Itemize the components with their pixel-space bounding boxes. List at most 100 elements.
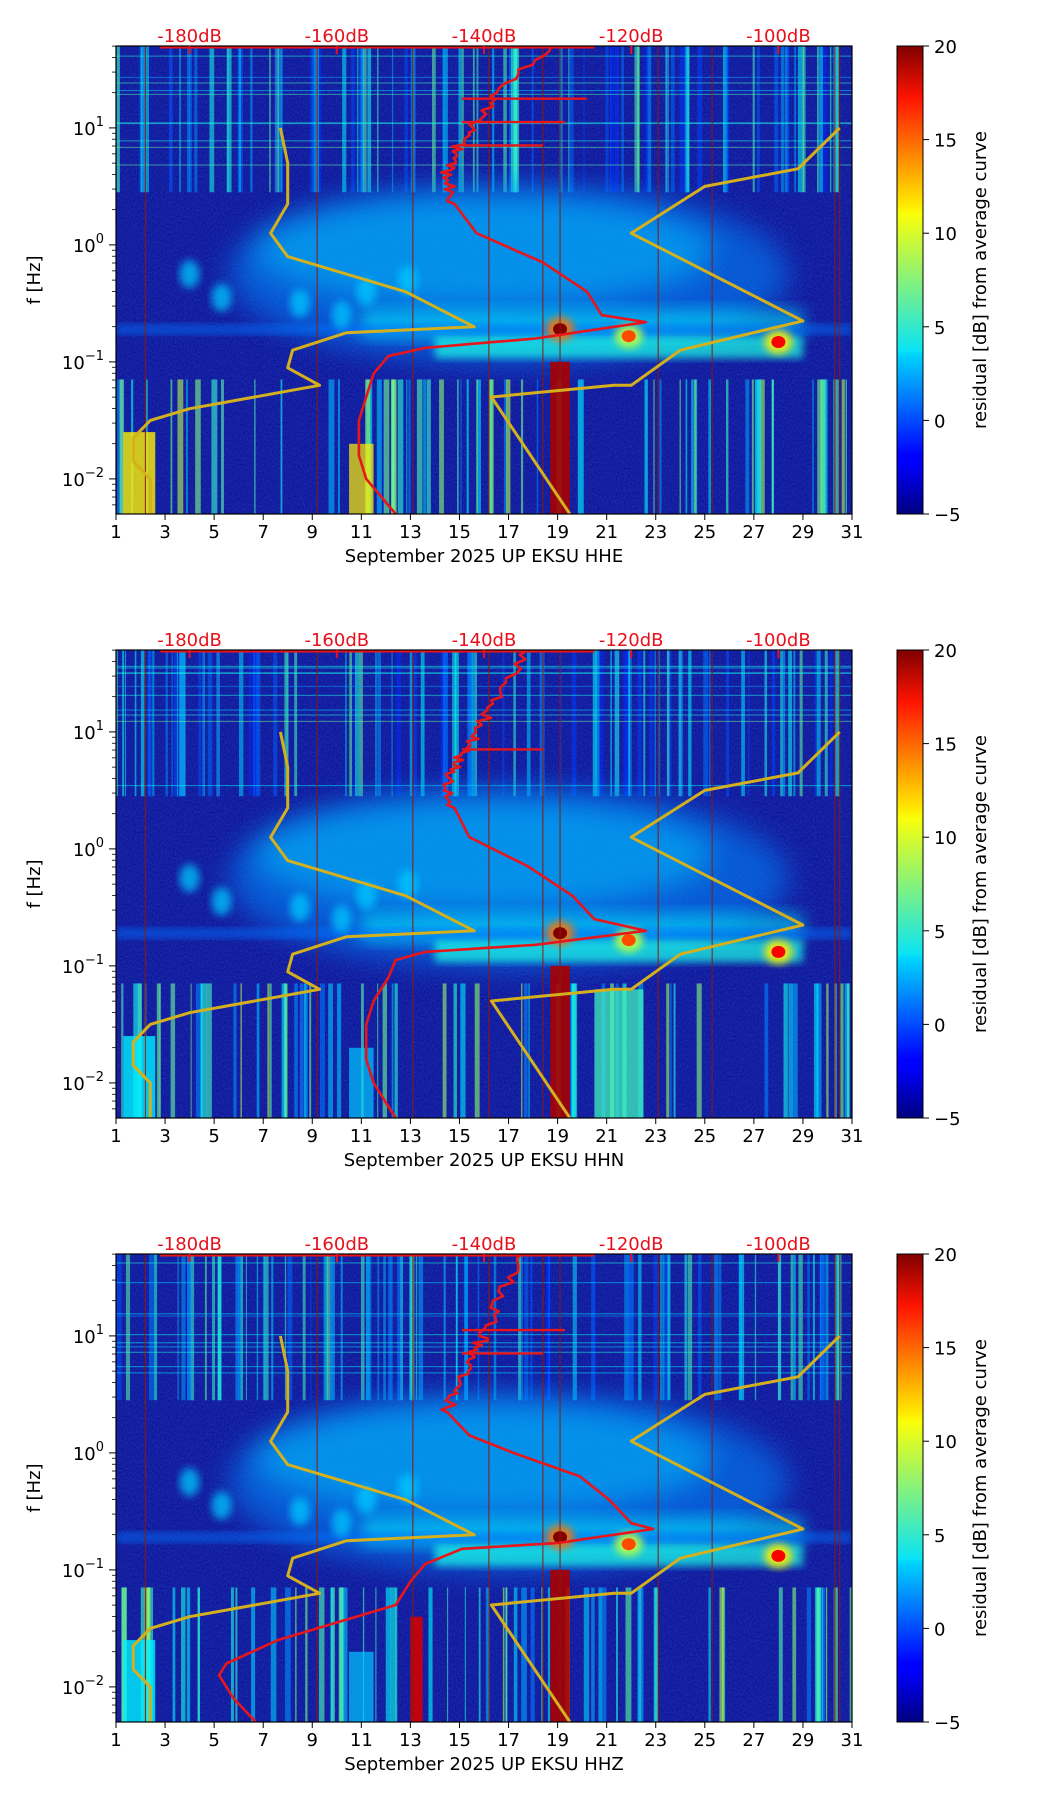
x-tick-label: 3 xyxy=(159,522,170,543)
colorbar: 20 15 10 5 0 −5 residual [dB] from average cur… xyxy=(896,37,991,526)
x-tick-label: 23 xyxy=(644,1730,667,1751)
hf-line xyxy=(116,1372,852,1374)
lf-streak xyxy=(812,379,814,514)
x-tick-label: 11 xyxy=(350,1730,373,1751)
hf-streak xyxy=(360,1254,365,1401)
hf-streak xyxy=(714,1254,719,1401)
hf-line xyxy=(116,694,852,696)
hf-streak xyxy=(468,650,473,797)
lf-streak xyxy=(778,1587,783,1722)
hf-streak xyxy=(628,650,630,797)
hf-streak xyxy=(819,46,823,193)
lf-streak xyxy=(221,379,224,514)
x-tick-label: 9 xyxy=(307,522,318,543)
hf-line xyxy=(116,55,852,57)
hf-streak xyxy=(326,1254,331,1401)
hf-line xyxy=(116,1315,852,1317)
lf-streak xyxy=(536,379,539,514)
y-axis-label: f [Hz] xyxy=(24,859,45,908)
colorbar-tick-label: 5 xyxy=(934,318,945,339)
x-tick-label: 17 xyxy=(497,1126,520,1147)
colorbar-tick-label: −5 xyxy=(934,505,961,526)
lf-streak xyxy=(395,1587,398,1722)
lf-streak xyxy=(820,379,826,514)
hf-streak xyxy=(250,46,253,193)
hf-streak xyxy=(356,46,359,193)
lf-streak xyxy=(708,379,712,514)
lf-streak xyxy=(256,983,260,1118)
hf-streak xyxy=(835,1254,840,1401)
lf-streak xyxy=(201,983,207,1118)
lf-streak xyxy=(195,379,201,514)
hf-streak xyxy=(637,650,642,797)
hf-streak xyxy=(184,650,186,797)
hf-streak xyxy=(237,46,240,193)
lf-streak xyxy=(170,379,173,514)
lf-streak xyxy=(669,983,672,1118)
colorbar-tick-label: 15 xyxy=(934,131,957,152)
hf-streak xyxy=(667,46,669,193)
microseism-band xyxy=(116,1532,852,1543)
hf-streak xyxy=(245,1254,247,1401)
hf-streak xyxy=(352,650,354,797)
hf-streak xyxy=(345,650,347,797)
hf-streak xyxy=(503,46,507,193)
hf-streak xyxy=(726,650,730,797)
colorbar-tick-label: 20 xyxy=(934,37,957,58)
y-tick-label: 101 xyxy=(73,719,104,744)
y-tick-label: 100 xyxy=(73,836,104,861)
noise-blob xyxy=(331,301,352,330)
hf-streak xyxy=(420,650,425,797)
hf-streak xyxy=(390,1254,393,1401)
hf-streak xyxy=(510,46,515,193)
hf-streak xyxy=(418,1254,424,1401)
hf-streak xyxy=(790,1254,794,1401)
hf-streak xyxy=(799,650,803,797)
x-tick-label: 11 xyxy=(350,1126,373,1147)
hf-streak xyxy=(821,1254,825,1401)
x-tick-label: 1 xyxy=(110,522,121,543)
hf-line xyxy=(116,720,852,723)
hf-streak xyxy=(786,46,790,193)
noise-model-low xyxy=(131,1335,476,1722)
hf-streak xyxy=(452,650,457,797)
hf-streak xyxy=(377,650,381,797)
hf-streak xyxy=(271,1254,274,1401)
y-tick-exponent: 0 xyxy=(96,1440,104,1455)
hf-streak xyxy=(628,650,632,797)
x-tick-label: 29 xyxy=(791,1730,814,1751)
y-tick-exponent: −2 xyxy=(85,1674,104,1689)
hf-streak xyxy=(539,650,545,797)
lf-streak xyxy=(309,983,312,1118)
hf-streak xyxy=(697,46,703,193)
colorbar-tick-label: −5 xyxy=(934,1713,961,1734)
y-tick-exponent: 1 xyxy=(96,719,104,734)
hf-streak xyxy=(409,650,413,797)
db-label: -100dB xyxy=(746,630,811,651)
hf-streak xyxy=(726,46,730,193)
hf-streak xyxy=(812,1254,815,1401)
db-label: -160dB xyxy=(304,630,369,651)
y-tick-label: 101 xyxy=(73,1323,104,1348)
lf-streak xyxy=(696,983,702,1118)
x-tick-label: 19 xyxy=(546,1126,569,1147)
colorbar-label: residual [dB] from average curve xyxy=(970,735,991,1033)
lf-streak xyxy=(849,1587,852,1722)
lf-streak xyxy=(581,379,584,514)
noise-blob xyxy=(290,1497,310,1526)
lf-streak xyxy=(390,1587,397,1722)
y-tick-base: 10 xyxy=(62,1678,85,1699)
x-tick-label: 25 xyxy=(693,1730,716,1751)
hf-streak xyxy=(456,1254,458,1401)
hf-streak xyxy=(595,650,600,797)
colorbar-tick-label: 10 xyxy=(934,1432,957,1453)
hf-streak xyxy=(204,1254,207,1401)
lf-band xyxy=(349,1047,374,1118)
hf-streak xyxy=(238,1254,240,1401)
hf-line xyxy=(116,140,852,142)
x-tick-label: 9 xyxy=(307,1730,318,1751)
hf-streak xyxy=(187,46,190,193)
noise-blob xyxy=(356,881,377,910)
lf-streak xyxy=(294,983,298,1118)
lf-streak xyxy=(814,1587,821,1722)
